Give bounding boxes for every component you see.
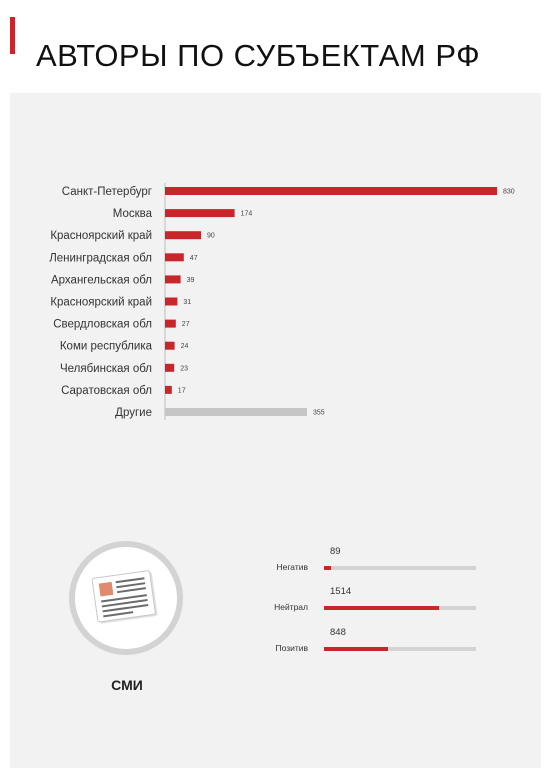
value-label: 27 (182, 321, 190, 328)
category-label: Саратовская обл (61, 385, 152, 397)
bar (165, 209, 235, 218)
sentiment-bar (324, 606, 440, 610)
sentiment-row-positive: 848 Позитив (0, 627, 555, 657)
media-badge (69, 541, 183, 655)
category-label: Свердловская обл (53, 319, 152, 331)
chart-panel (10, 93, 541, 768)
bar (165, 341, 175, 350)
sentiment-name: Нейтрал (274, 602, 308, 612)
category-label: Санкт-Петербург (62, 186, 152, 198)
sentiment-value: 848 (330, 627, 346, 638)
category-label: Красноярский край (50, 297, 152, 309)
sentiment-track (324, 606, 476, 610)
bar (165, 319, 176, 328)
bar (165, 363, 175, 372)
category-label: Москва (113, 208, 153, 220)
value-label: 174 (241, 211, 253, 218)
value-label: 355 (313, 410, 325, 417)
sentiment-track (324, 566, 476, 570)
value-label: 31 (183, 299, 191, 306)
bar (165, 408, 307, 416)
bar (165, 253, 184, 262)
sentiment-name: Негатив (276, 562, 308, 572)
sentiment-track (324, 647, 476, 651)
bar (165, 275, 181, 284)
media-label: СМИ (111, 677, 143, 693)
value-label: 39 (187, 277, 195, 284)
value-label: 17 (178, 387, 186, 394)
category-label: Коми республика (60, 341, 153, 353)
sentiment-row-neutral: 1514 Нейтрал (0, 586, 555, 616)
bar (165, 297, 178, 306)
sentiment-bar (324, 647, 389, 651)
sentiment-value: 89 (330, 546, 341, 557)
value-label: 830 (503, 189, 515, 196)
title-accent-bar (10, 17, 15, 54)
category-label: Красноярский край (50, 230, 152, 242)
sentiment-value: 1514 (330, 586, 352, 597)
bar (165, 187, 497, 195)
page-title: АВТОРЫ ПО СУБЪЕКТАМ РФ (36, 37, 481, 73)
sentiment-bar (324, 566, 331, 570)
value-label: 23 (180, 365, 188, 372)
value-label: 24 (181, 343, 189, 350)
value-label: 47 (190, 255, 198, 262)
bar (165, 231, 201, 240)
newspaper-icon (91, 570, 158, 624)
value-label: 90 (207, 233, 215, 240)
bar (165, 385, 172, 394)
category-label: Архангельская обл (51, 274, 152, 286)
category-label: Другие (115, 407, 152, 419)
category-label: Ленинградская обл (49, 252, 152, 264)
sentiment-row-negative: 89 Негатив (0, 546, 555, 576)
sentiment-name: Позитив (275, 643, 308, 653)
category-label: Челябинская обл (60, 363, 152, 375)
